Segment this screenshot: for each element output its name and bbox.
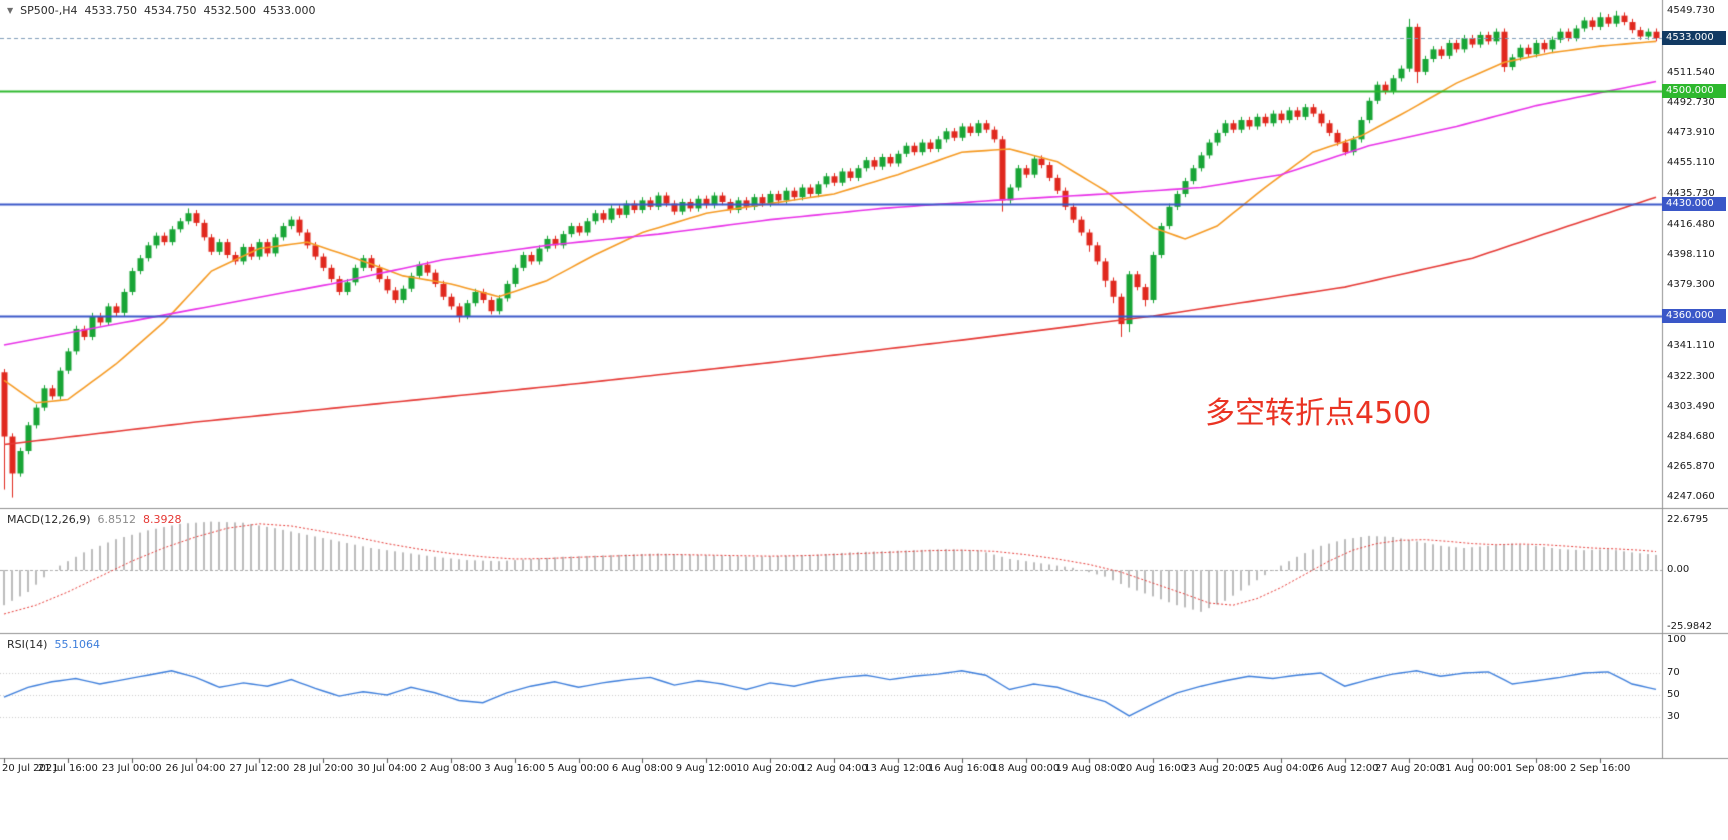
price-open: 4533.750: [84, 4, 138, 17]
price-axis-label: 4379.300: [1667, 279, 1715, 291]
rsi-indicator-label: RSI(14) 55.1064: [7, 638, 100, 651]
time-axis[interactable]: 20 Jul 2021 21 Jul 16:00 23 Jul 00:00 26 Ju…: [0, 758, 1662, 784]
macd-indicator-label: MACD(12,26,9) 6.8512 8.3928: [7, 513, 182, 526]
time-axis-label: 2 Sep 16:00: [1569, 763, 1631, 774]
price-axis-label: 4511.540: [1667, 66, 1715, 78]
price-close: 4533.000: [263, 4, 316, 17]
price-axis[interactable]: 4549.730 4511.540 4492.730 4473.910 4455.110…: [1662, 0, 1728, 758]
price-axis-label: 4303.490: [1667, 400, 1715, 412]
rsi-axis-label: 30: [1667, 711, 1680, 722]
time-axis-label: 19 Aug 08:00: [1055, 763, 1124, 774]
price-axis-label: 4284.680: [1667, 431, 1715, 443]
price-high: 4534.750: [144, 4, 197, 17]
symbol-menu-icon: ▼: [7, 6, 14, 15]
rsi-name: RSI(14): [7, 638, 48, 651]
price-badge-4430: 4430.000: [1662, 196, 1726, 211]
price-badge-4500: 4500.000: [1662, 84, 1726, 99]
price-axis-label: 4265.870: [1667, 461, 1715, 473]
time-axis-label: 23 Aug 20:00: [1183, 763, 1251, 774]
price-axis-label: 4416.480: [1667, 219, 1715, 231]
annotation-text[interactable]: 多空转折点4500: [1205, 396, 1432, 431]
macd-main-value: 6.8512: [97, 513, 137, 526]
time-axis-label: 2 Aug 08:00: [420, 763, 482, 774]
time-axis-label: 20 Aug 16:00: [1119, 763, 1187, 774]
price-axis-label: 4247.060: [1667, 491, 1715, 503]
rsi-axis-label: 100: [1667, 634, 1687, 645]
time-axis-label: 30 Jul 04:00: [357, 763, 418, 774]
time-axis-label: 13 Aug 12:00: [864, 763, 932, 774]
macd-axis-label: -25.9842: [1667, 621, 1712, 633]
macd-axis-label: 22.6795: [1667, 514, 1709, 526]
time-axis-label: 21 Jul 16:00: [37, 763, 98, 774]
time-axis-label: 6 Aug 08:00: [611, 763, 673, 774]
price-axis-label: 4492.730: [1667, 96, 1715, 108]
time-axis-label: 31 Aug 00:00: [1438, 763, 1507, 774]
rsi-axis-label: 70: [1667, 667, 1680, 678]
time-axis-label: 9 Aug 12:00: [675, 763, 737, 774]
price-axis-label: 4322.300: [1667, 370, 1715, 382]
macd-axis-label: 0.00: [1667, 564, 1690, 575]
price-axis-label: 4455.110: [1667, 157, 1715, 169]
time-axis-label: 1 Sep 08:00: [1506, 763, 1567, 774]
time-axis-label: 26 Jul 04:00: [165, 763, 226, 774]
price-axis-label: 4473.910: [1667, 127, 1715, 139]
price-badge-4533: 4533.000: [1662, 31, 1726, 46]
time-axis-label: 28 Jul 20:00: [293, 763, 354, 774]
time-axis-label: 20 Jul 2021: [2, 763, 59, 774]
price-axis-label: 4341.110: [1667, 340, 1715, 352]
time-axis-label: 26 Aug 12:00: [1311, 763, 1379, 774]
time-axis-label: 16 Aug 16:00: [927, 763, 996, 774]
symbol-timeframe: SP500-,H4: [20, 4, 78, 17]
time-axis-label: 10 Aug 20:00: [736, 763, 804, 774]
price-axis-label: 4549.730: [1667, 5, 1715, 17]
chart-header: ▼ SP500-,H4 4533.750 4534.750 4532.500 4…: [7, 4, 316, 17]
time-axis-label: 25 Aug 04:00: [1247, 763, 1315, 774]
price-axis-label: 4398.110: [1667, 248, 1715, 260]
price-low: 4532.500: [203, 4, 257, 17]
time-axis-label: 5 Aug 00:00: [548, 763, 610, 774]
time-axis-label: 18 Aug 00:00: [991, 763, 1060, 774]
macd-signal-value: 8.3928: [143, 513, 182, 526]
price-axis-label: 4435.730: [1667, 188, 1715, 200]
time-axis-label: 27 Jul 12:00: [229, 763, 290, 774]
rsi-value: 55.1064: [54, 638, 100, 651]
macd-name: MACD(12,26,9): [7, 513, 91, 526]
time-axis-label: 23 Jul 00:00: [101, 763, 162, 774]
time-axis-label: 27 Aug 20:00: [1374, 763, 1443, 774]
time-axis-label: 3 Aug 16:00: [484, 763, 546, 774]
time-axis-label: 12 Aug 04:00: [800, 763, 868, 774]
price-badge-4360: 4360.000: [1662, 309, 1726, 324]
rsi-axis-label: 50: [1667, 689, 1680, 700]
